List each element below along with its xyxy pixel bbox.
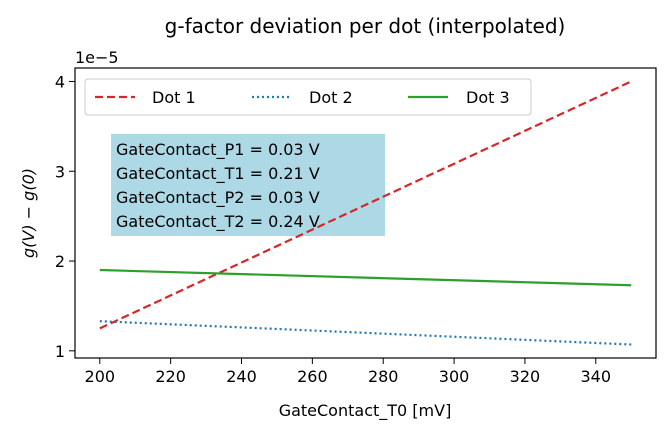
x-tick-label: 220 <box>155 367 186 386</box>
series-line-dot-1 <box>99 80 632 330</box>
x-tick-label: 320 <box>510 367 541 386</box>
y-offset-label: 1e−5 <box>75 48 119 67</box>
series-layer <box>99 80 632 346</box>
plot-frame <box>74 67 657 359</box>
chart-title: g-factor deviation per dot (interpolated… <box>165 14 566 38</box>
y-tick-label: 4 <box>55 72 65 91</box>
legend: Dot 1 Dot 2 Dot 3 <box>84 78 532 116</box>
ticks-layer: 200 220 240 260 280 300 320 340 1 2 3 4 <box>55 72 611 386</box>
x-tick-label: 340 <box>581 367 612 386</box>
y-tick-label: 2 <box>55 252 65 271</box>
annotation-box: GateContact_P1 = 0.03 V GateContact_T1 =… <box>111 134 385 236</box>
x-tick-label: 200 <box>85 367 116 386</box>
x-tick-label: 280 <box>368 367 399 386</box>
y-tick-label: 3 <box>55 162 65 181</box>
legend-box <box>84 78 532 116</box>
x-tick-label: 260 <box>297 367 328 386</box>
series-line-dot-3 <box>99 268 632 287</box>
legend-label-dot-2: Dot 2 <box>309 88 353 107</box>
legend-label-dot-1: Dot 1 <box>152 88 196 107</box>
annotation-line-3: GateContact_P2 = 0.03 V <box>116 188 320 208</box>
legend-label-dot-3: Dot 3 <box>466 88 510 107</box>
y-tick-label: 1 <box>55 342 65 361</box>
x-axis-label: GateContact_T0 [mV] <box>279 401 452 421</box>
series-line-dot-2 <box>99 320 632 346</box>
annotation-line-4: GateContact_T2 = 0.24 V <box>116 212 320 232</box>
x-tick-label: 240 <box>226 367 257 386</box>
annotation-line-2: GateContact_T1 = 0.21 V <box>116 164 320 184</box>
annotation-line-1: GateContact_P1 = 0.03 V <box>116 140 320 160</box>
y-axis-label: g(V) − g(0) <box>19 168 38 258</box>
annotation-background <box>111 134 385 236</box>
x-tick-label: 300 <box>439 367 470 386</box>
